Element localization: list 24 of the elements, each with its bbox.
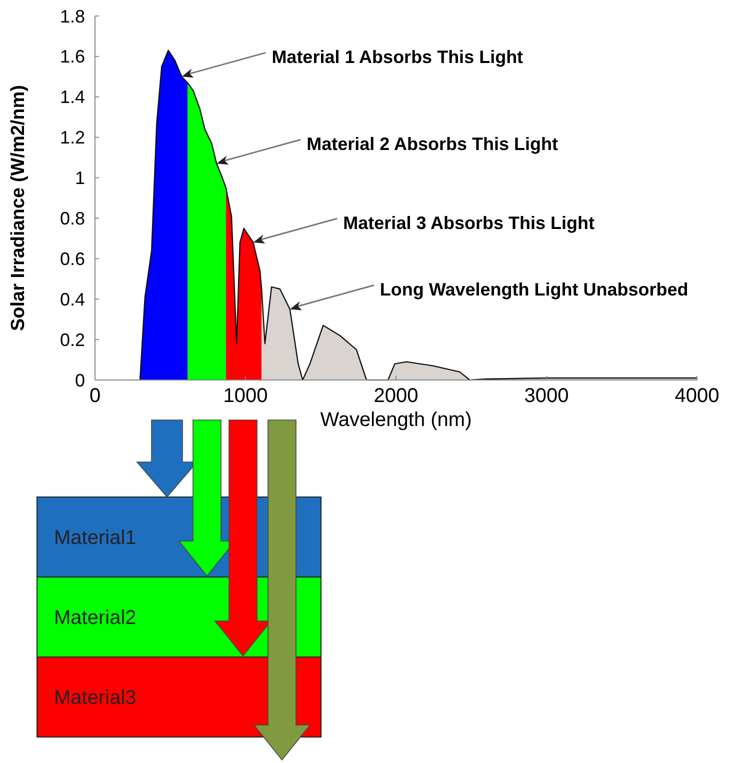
x-tick-label: 4000: [674, 385, 720, 407]
y-tick-label: 0.4: [60, 289, 85, 310]
y-tick-label: 0.6: [60, 248, 85, 269]
y-tick-label: 0: [74, 370, 85, 390]
y-tick-label: 1.4: [60, 87, 85, 108]
annotation: Material 1 Absorbs This Light: [272, 46, 524, 67]
y-tick-label: 0.8: [60, 208, 85, 229]
y-tick-label: 0.2: [60, 330, 85, 350]
y-axis-title: Solar Irradiance (W/m2/nm): [8, 84, 29, 332]
y-tick-label: 1.2: [60, 128, 85, 148]
y-tick-label: 1.8: [60, 6, 85, 26]
text: Material3: [54, 687, 136, 709]
annotation: Material 3 Absorbs This Light: [343, 212, 595, 233]
x-tick-label: 3000: [524, 385, 569, 407]
y-tick-label: 1: [74, 168, 85, 188]
x-axis-title: Wavelength (nm): [320, 409, 472, 431]
annotation: Material 2 Absorbs This Light: [306, 134, 558, 154]
text: Material2: [54, 607, 136, 629]
y-tick-label: 1.6: [60, 46, 85, 67]
x-tick-label: 1000: [223, 385, 268, 407]
annotation: Long Wavelength Light Unabsorbed: [380, 280, 688, 300]
x-tick-label: 0: [89, 385, 101, 407]
text: Material1: [54, 527, 136, 549]
x-tick-label: 2000: [374, 385, 418, 407]
